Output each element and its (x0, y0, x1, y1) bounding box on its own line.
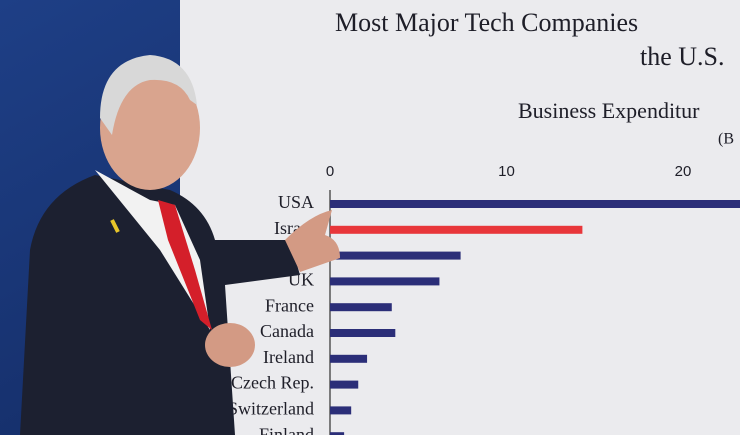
bar (330, 432, 345, 435)
chart-title: Most Major Tech Companies (335, 8, 638, 37)
screen (180, 0, 740, 435)
bar (330, 277, 440, 286)
bar (330, 380, 359, 389)
x-tick-label: 0 (326, 163, 334, 180)
bar (330, 329, 396, 337)
unit-note: (B (718, 131, 734, 148)
y-tick-label: Canada (260, 321, 314, 341)
plot: 0 10 20USAIsraelUKFranceCanadaIrelandCzech… (228, 163, 740, 435)
bar (330, 251, 461, 260)
bar (330, 303, 392, 312)
x-tick-label: 10 (498, 163, 515, 180)
y-tick-label: France (265, 295, 314, 315)
x-tick-label: 20 (675, 163, 692, 180)
speaker (20, 55, 340, 435)
bar (330, 354, 368, 363)
bar (330, 225, 583, 234)
bar (330, 200, 740, 208)
y-tick-label: Finland (259, 424, 314, 435)
y-tick-label: Czech Rep. (231, 373, 314, 393)
bar (330, 406, 352, 415)
chart-subtitle: Business Expenditur (518, 98, 700, 123)
y-tick-label: Ireland (263, 347, 314, 367)
y-tick-label: USA (278, 192, 314, 212)
chart-title-line2: the U.S. (640, 42, 725, 71)
y-tick-label: Switzerland (228, 399, 314, 419)
